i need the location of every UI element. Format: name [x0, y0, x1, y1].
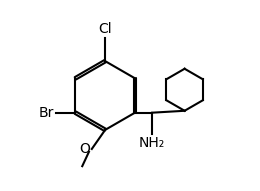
Text: Br: Br — [39, 106, 54, 120]
Text: NH₂: NH₂ — [139, 136, 165, 150]
Text: Cl: Cl — [98, 22, 112, 36]
Text: O: O — [79, 142, 90, 156]
